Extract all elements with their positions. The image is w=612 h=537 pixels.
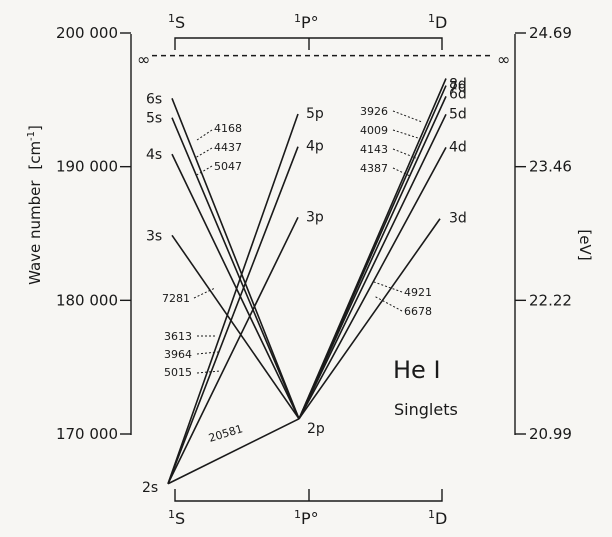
left-tick-label: 180 000 (56, 291, 118, 309)
level-label: 3d (449, 211, 467, 227)
bottom-col-S: 1S (168, 508, 185, 528)
top-col-P: 1P° (294, 12, 319, 32)
level-label: 5d (449, 106, 467, 122)
wavelength-label: 6678 (404, 305, 432, 318)
wavelength-label: 4437 (214, 141, 242, 154)
subtitle-singlets: Singlets (394, 400, 458, 419)
left-tick-label: 190 000 (56, 158, 118, 176)
wavelength-label: 4009 (360, 124, 388, 137)
wavelength-leader (373, 295, 403, 312)
left-tick-label: 170 000 (56, 425, 118, 443)
wavelength-leader (196, 370, 221, 374)
wavelength-leader (196, 351, 219, 355)
wavelength-label: 4143 (360, 143, 388, 156)
wavelength-label: 3964 (164, 348, 192, 361)
transition-line (171, 117, 300, 420)
transition-line (171, 153, 300, 420)
wavelength-leader (194, 165, 213, 177)
level-label: 3p (306, 209, 324, 225)
wavelength-labels-group: 20581 5015 3964 3613 7281 5047 4437 4168 6678 492… (162, 105, 432, 445)
wavelength-label: 7281 (162, 292, 190, 305)
wavelength-label: 4168 (214, 122, 242, 135)
level-label: 7d (449, 80, 467, 96)
right-tick-label: 24.69 (529, 24, 572, 42)
wavelength-leader (392, 167, 411, 177)
wavelength-label: 3613 (164, 330, 192, 343)
level-label: 6d (449, 86, 467, 102)
right-axis-title: [eV] (576, 229, 594, 260)
top-col-S: 1S (168, 12, 185, 32)
top-col-D: 1D (428, 12, 447, 32)
transition-line (167, 146, 299, 485)
infinity-left: ∞ (137, 50, 150, 69)
wavelength-label: 5015 (164, 366, 192, 379)
right-tick-label: 23.46 (529, 158, 572, 176)
wavelength-leader (194, 147, 213, 159)
level-label: 4d (449, 139, 467, 155)
transition-line (167, 113, 299, 485)
level-label: 2s (142, 480, 158, 496)
wavelength-label: 4921 (404, 286, 432, 299)
axis-ticks-group: 200 000 190 000 180 000 170 000 24.69 23.46 22… (56, 24, 572, 443)
title-he-i: He I (393, 356, 441, 384)
level-label: 4p (306, 139, 324, 155)
left-tick-label: 200 000 (56, 24, 118, 42)
bottom-col-P: 1P° (294, 508, 319, 528)
level-label: 4s (146, 147, 162, 163)
transition-lines-group (167, 78, 447, 485)
wavelength-leader (392, 148, 417, 159)
right-tick-label: 20.99 (529, 425, 572, 443)
bottom-col-D: 1D (428, 508, 447, 528)
level-label: 5s (146, 111, 162, 127)
wavelength-leader (392, 129, 419, 139)
level-label: 8d (449, 77, 467, 93)
wavelength-label: 20581 (207, 422, 244, 445)
transition-line (298, 113, 447, 420)
wavelength-label: 4387 (360, 162, 388, 175)
level-label: 2p (307, 421, 325, 437)
wavelength-leader (196, 129, 213, 141)
wavelength-leader (373, 281, 403, 293)
wavelength-leader (392, 110, 423, 123)
transition-line (298, 146, 447, 420)
wavelength-label: 3926 (360, 105, 388, 118)
level-label: 6s (146, 91, 162, 107)
top-column-bracket (174, 37, 443, 50)
transition-line (167, 216, 299, 485)
transition-line (298, 78, 447, 420)
transition-line (171, 98, 300, 420)
transition-line (298, 218, 441, 420)
wavelength-label: 5047 (214, 160, 242, 173)
level-label: 5p (306, 106, 324, 122)
transition-line (171, 234, 300, 420)
bottom-column-bracket (174, 489, 443, 502)
level-label: 3s (146, 228, 162, 244)
transition-line (167, 418, 300, 485)
left-axis-title: Wave number [cm-1] (26, 125, 44, 285)
infinity-right: ∞ (497, 50, 510, 69)
right-tick-label: 22.22 (529, 291, 572, 309)
